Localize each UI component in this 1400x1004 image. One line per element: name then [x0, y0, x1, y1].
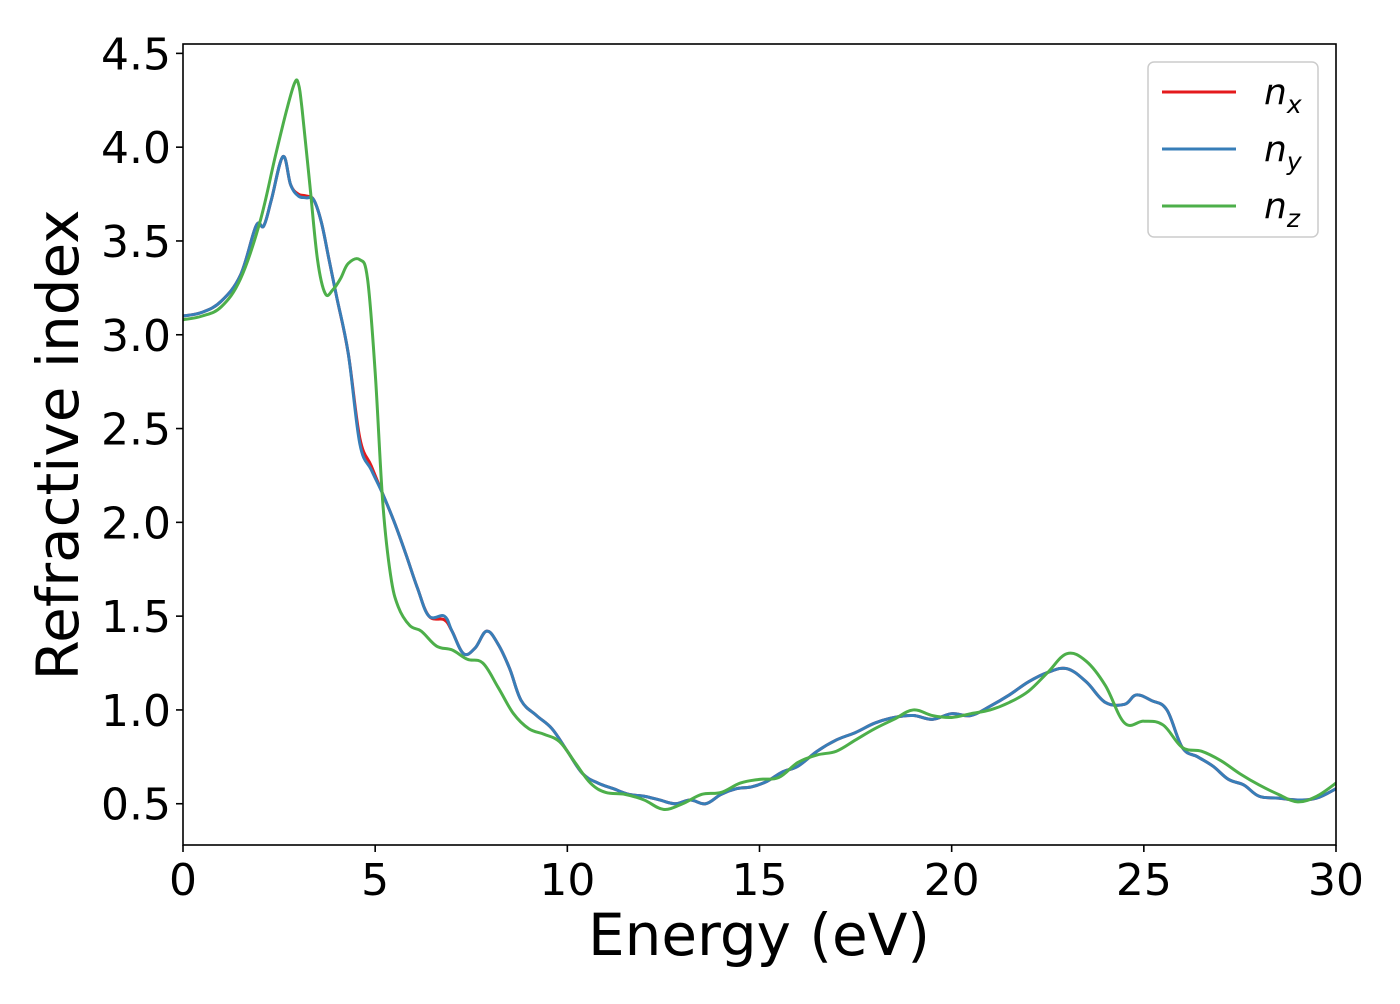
- y-tick-label: 2.5: [101, 405, 171, 456]
- legend-label: nz: [1264, 186, 1301, 233]
- legend: nx ny nz: [1147, 61, 1319, 238]
- series-line-n-y: [183, 155, 1336, 806]
- x-tick-label: 5: [361, 855, 389, 906]
- y-tick-label: 4.0: [101, 123, 171, 174]
- series-line-n-z: [183, 78, 1336, 811]
- x-tick-label: 15: [732, 855, 788, 906]
- y-tick-label: 3.0: [101, 311, 171, 362]
- legend-item-n-y: ny: [1162, 129, 1303, 176]
- x-tick-label: 10: [539, 855, 595, 906]
- x-axis-label: Energy (eV): [588, 901, 930, 969]
- legend-item-n-x: nx: [1162, 72, 1302, 119]
- x-axis: 0 5 10 15 20 25 30: [169, 845, 1364, 906]
- x-tick-label: 0: [169, 855, 197, 906]
- legend-label: ny: [1264, 129, 1303, 176]
- y-axis: 0.5 1.0 1.5 2.0 2.5 3.0 3.5 4.0 4.5: [101, 29, 183, 831]
- x-tick-label: 25: [1116, 855, 1172, 906]
- y-tick-label: 1.0: [101, 686, 171, 737]
- y-axis-label: Refractive index: [24, 209, 92, 680]
- series-lines: [183, 78, 1336, 811]
- legend-item-n-z: nz: [1162, 186, 1301, 233]
- legend-label: nx: [1264, 72, 1302, 119]
- y-tick-label: 0.5: [101, 780, 171, 831]
- y-tick-label: 3.5: [101, 217, 171, 268]
- x-tick-label: 30: [1308, 855, 1364, 906]
- y-tick-label: 2.0: [101, 498, 171, 549]
- x-tick-label: 20: [924, 855, 980, 906]
- y-tick-label: 4.5: [101, 29, 171, 80]
- y-tick-label: 1.5: [101, 592, 171, 643]
